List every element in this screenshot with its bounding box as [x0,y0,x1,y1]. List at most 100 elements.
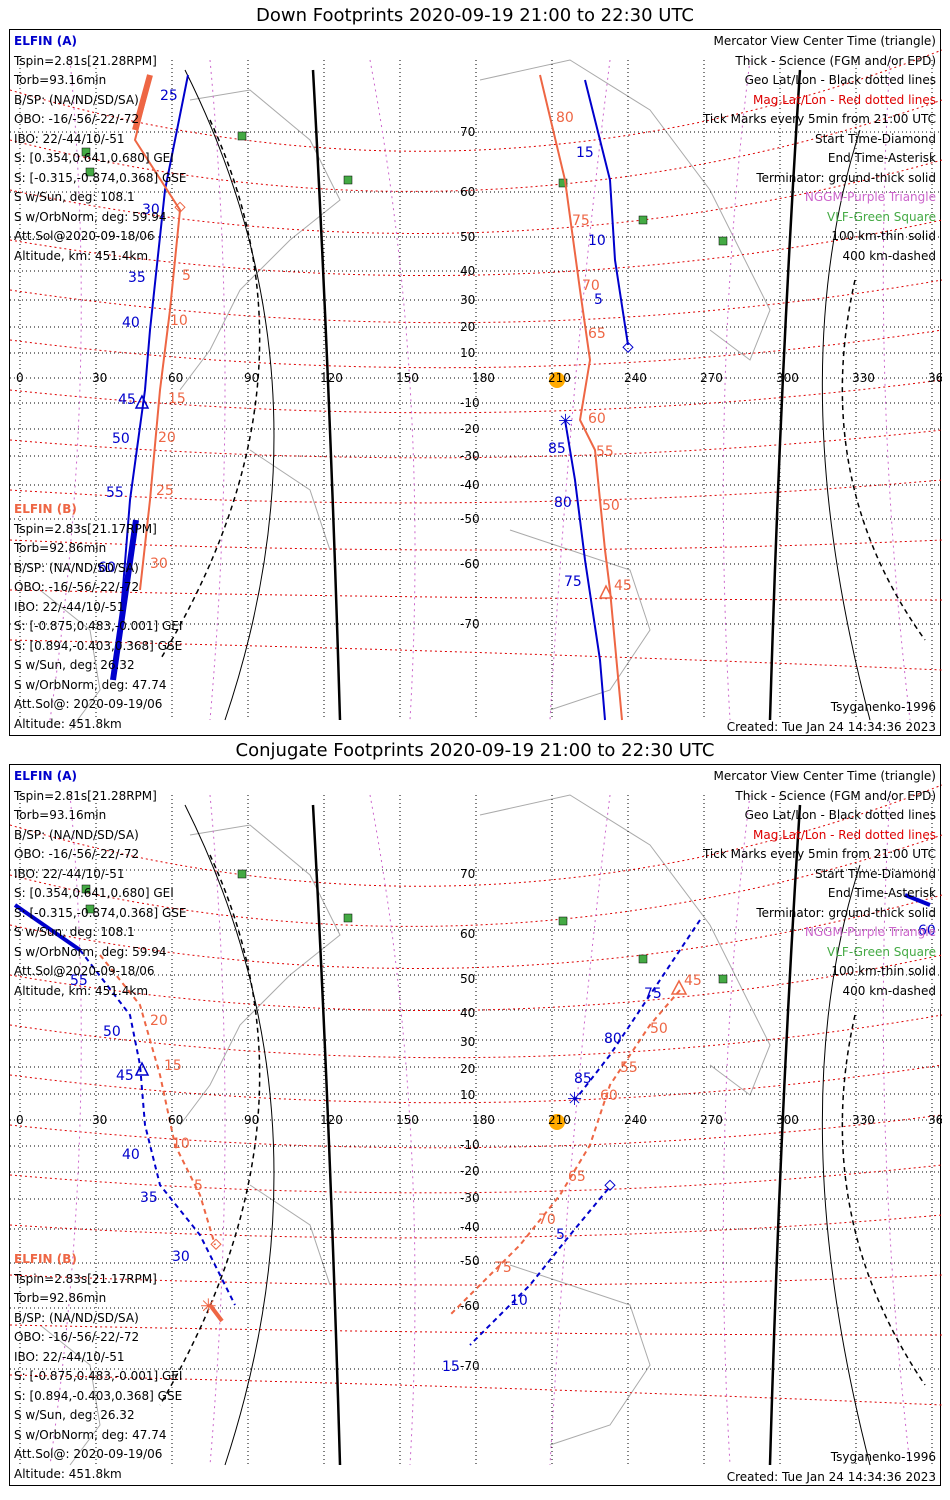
lat-tick-label: 30 [460,293,475,307]
legend-item: Start Time-Diamond [814,131,936,146]
vlf-stations [81,131,728,246]
elfin-a-line: IBO: 22/-44/10/-51 [14,866,125,881]
elfin-b-track-label: 20 [150,1013,168,1029]
lat-tick-label: 60 [460,185,475,199]
lon-tick-label: 150 [396,1113,419,1127]
elfin-b-line: Tspin=2.83s[21.17RPM] [14,1271,157,1286]
legend-item: 100 km-thin solid [831,229,936,243]
elfin-a-track-label: 5 [556,1227,565,1243]
elfin-b-track-label: 5 [194,1178,203,1194]
elfin-a-track-label: 35 [128,270,146,286]
elfin-a-track-label: 15 [576,145,594,161]
elfin-a-track-label: 60 [98,560,116,576]
down-footprints-map: ✳ 0 30 60 90 120 150 180 210 240 270 300 330 360 70 60… [9,29,942,736]
lat-tick-label: -10 [460,1138,480,1152]
elfin-a-line: S w/OrbNorm, deg: 59.94 [14,209,167,224]
legend-item: Thick - Science (FGM and/or EPD) [735,53,936,68]
elfin-a-header: ELFIN (A) [14,769,77,783]
elfin-a-info: ELFIN (A) Tspin=2.81s[21.28RPM] Torb=93.… [14,767,187,1001]
elfin-b-track-label: 5 [182,268,191,284]
elfin-a-track-label: 15 [442,1359,460,1375]
mag-lat-lines [10,784,942,1406]
lon-tick-label: 30 [92,371,107,385]
elfin-a-track-west [117,74,189,651]
lat-tick-label: -70 [460,1359,480,1373]
elfin-a-track-label: 40 [122,315,140,331]
lon-tick-label: 180 [472,371,495,385]
elfin-a-line: S w/OrbNorm, deg: 59.94 [14,944,167,959]
elfin-a-line: S: [0.354,0.641,0.680] GEI [14,151,174,165]
elfin-b-track-label: 50 [650,1021,668,1037]
elfin-b-line: S w/Sun, deg: 26.32 [14,1408,135,1422]
lat-tick-label: -60 [460,1299,480,1313]
elfin-b-line: S w/OrbNorm, deg: 47.74 [14,1427,167,1442]
elfin-b-line: Torb=92.86min [14,1291,107,1305]
lat-tick-label: 50 [460,972,475,986]
conjugate-map-graphic: ✳ ✳ 0 30 60 90 120 150 180 210 240 270 300 330 360 70… [10,784,942,1466]
sun-icon [549,372,565,388]
terminator-lines [159,804,926,1466]
lat-tick-label: -30 [460,1191,480,1205]
legend-item: NGGM-Purple Triangle [804,925,936,939]
elfin-a-end-asterisk: ✳ [567,1089,582,1110]
elfin-b-line: IBO: 22/-44/10/-51 [14,1349,125,1364]
elfin-a-science-west [110,519,139,681]
legend-item: Geo Lat/Lon - Black dotted lines [744,73,936,87]
elfin-a-line: S: [-0.315,-0.874,0.368] GSE [14,170,187,185]
elfin-a-start-diamond [604,1179,616,1191]
elfin-b-science-west [208,1303,224,1323]
mag-lat-lines [10,49,942,671]
lat-tick-label: -50 [460,1254,480,1268]
legend-item: End Time-Asterisk [827,151,936,165]
elfin-b-track-label: 45 [614,578,632,594]
lon-tick-label: 360 [928,1113,942,1127]
elfin-b-track-label: 65 [568,1169,586,1185]
lon-tick-label: 90 [244,371,259,385]
elfin-a-line: S w/Sun, deg: 108.1 [14,925,135,939]
legend-item: Tick Marks every 5min from 21:00 UTC [702,847,936,861]
lat-tick-label: 20 [460,320,475,334]
elfin-a-line: S: [0.354,0.641,0.680] GEI [14,886,174,900]
elfin-a-track-label: 85 [548,441,566,457]
elfin-a-track-label: 50 [103,1024,121,1040]
legend-item: Start Time-Diamond [814,866,936,881]
elfin-a-line: Altitude, km: 451.4km [14,248,149,263]
legend-item: 100 km-thin solid [831,964,936,978]
elfin-b-track-label: 30 [150,556,168,572]
legend-item: Tick Marks every 5min from 21:00 UTC [702,112,936,126]
mag-lon-lines [49,794,911,1466]
elfin-b-track-label: 15 [168,391,186,407]
elfin-a-track-east [574,919,701,1101]
elfin-a-line: B/SP: (NA/ND/SD/SA) [14,827,139,842]
down-panel-title: Down Footprints 2020-09-19 21:00 to 22:3… [256,5,694,26]
lat-tick-label: 30 [460,1035,475,1049]
legend-item: VLF-Green Square [827,944,936,959]
elfin-a-track-label: 50 [112,431,130,447]
elfin-a-track-label: 30 [172,1249,190,1265]
legend-item: 400 km-dashed [842,983,936,998]
elfin-b-center-triangle [670,979,688,995]
elfin-a-track-label: 55 [106,485,124,501]
lon-tick-label: 180 [472,1113,495,1127]
elfin-b-track-label: 70 [582,278,600,294]
elfin-b-line: S: [0.894,-0.403,0.368] GSE [14,1388,183,1403]
lon-tick-label: 150 [396,371,419,385]
legend: Mercator View Center Time (triangle) Thi… [703,767,936,1001]
elfin-a-track-label: 85 [574,1071,592,1087]
lat-tick-label: -70 [460,617,480,631]
lon-tick-label: 60 [168,371,183,385]
legend-item: Terminator: ground-thick solid [756,905,936,920]
lat-tick-label: -60 [460,557,480,571]
elfin-a-info: ELFIN (A) Tspin=2.81s[21.28RPM] Torb=93.… [14,32,187,266]
elfin-a-track-label: 55 [70,973,88,989]
lon-tick-label: 210 [548,371,571,385]
elfin-a-track-label: 80 [604,1031,622,1047]
created-label: Created: Tue Jan 24 14:34:36 2023 [726,719,936,734]
elfin-b-track-label: 10 [170,313,188,329]
elfin-a-center-triangle [134,1061,150,1076]
elfin-a-line: OBO: -16/-56/-22/-72 [14,112,140,126]
elfin-a-start-diamond [622,341,634,353]
elfin-b-line: IBO: 22/-44/10/-51 [14,599,125,614]
coastlines [39,794,771,1466]
lon-tick-label: 240 [624,1113,647,1127]
